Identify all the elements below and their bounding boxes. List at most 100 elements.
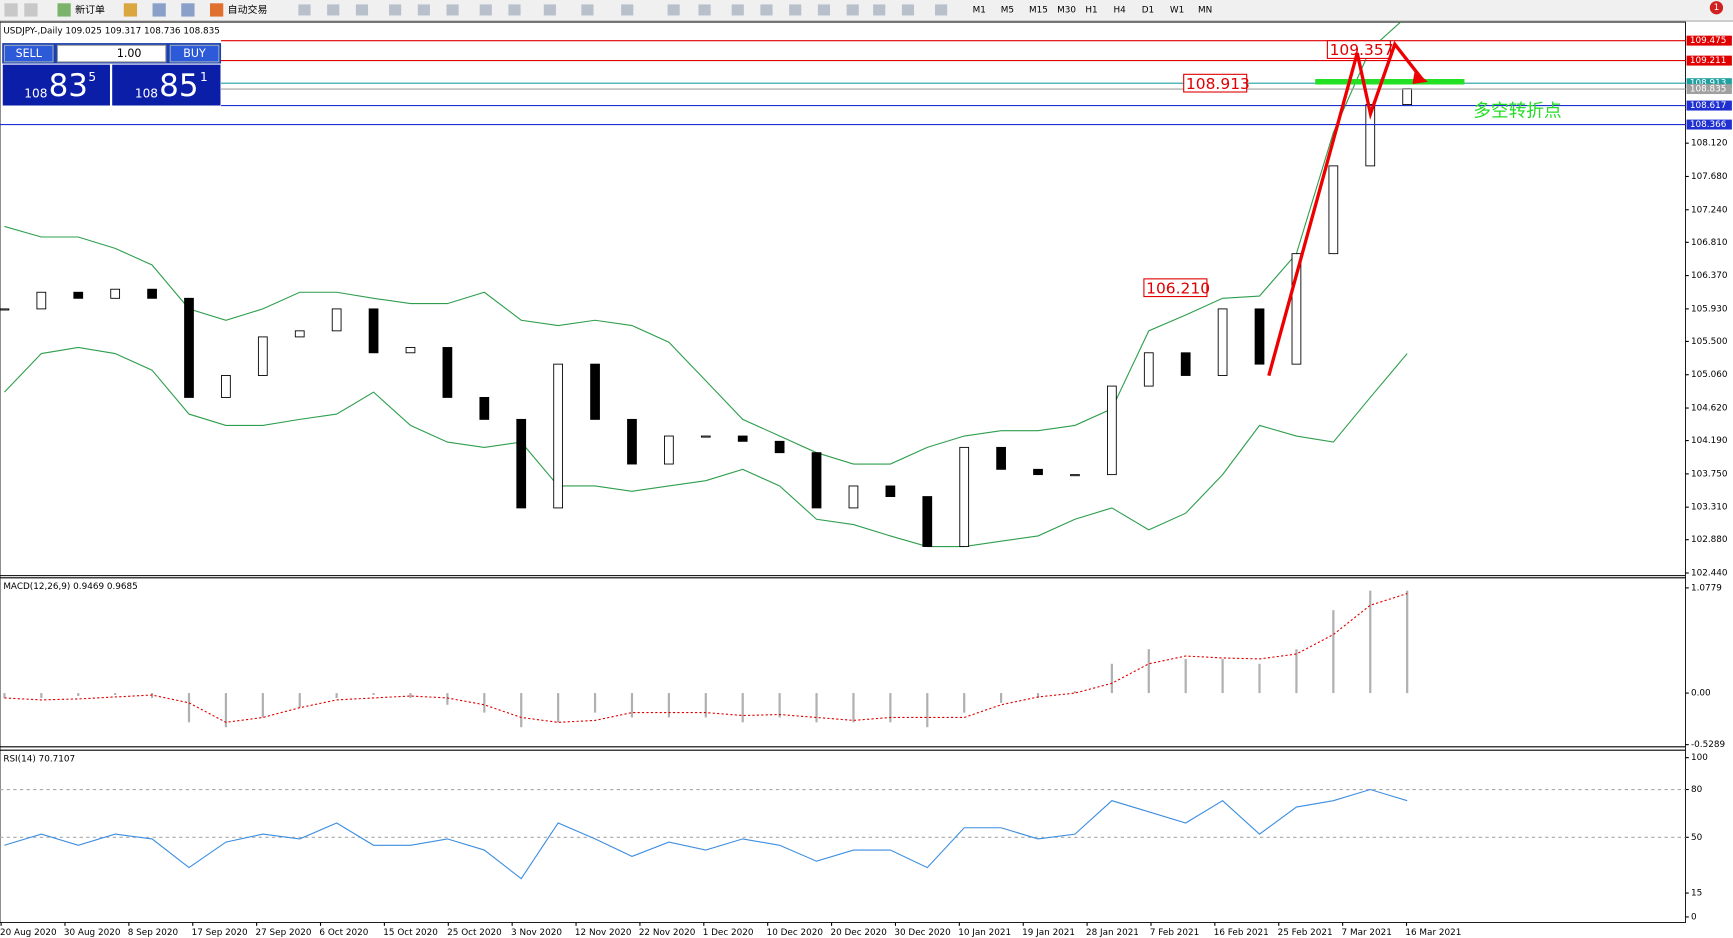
candle (959, 446, 970, 547)
toolbar-icon[interactable] (581, 4, 594, 16)
macd-bar (630, 693, 634, 718)
toolbar-icon[interactable] (24, 3, 38, 17)
sell-label: SELL (16, 47, 43, 60)
macd-bar (1295, 649, 1298, 694)
toolbar-icon[interactable] (479, 4, 492, 16)
toolbar-icons: M1 M5 M15 M30 H1 H4 D1 W1 MN (298, 4, 1212, 16)
candle (1217, 308, 1228, 376)
macd-title: MACD(12,26,9) 0.9469 0.9685 (3, 582, 137, 592)
buy-button[interactable] (169, 44, 220, 63)
timeframe-button[interactable]: D1 (1142, 5, 1154, 15)
candle (553, 363, 564, 509)
toolbar-icon[interactable] (446, 4, 459, 16)
candle (627, 418, 637, 465)
toolbar-icon[interactable] (123, 3, 138, 17)
candle (1365, 104, 1376, 167)
toolbar-icon[interactable] (327, 4, 340, 16)
main-chart (0, 22, 1413, 548)
sell-price-pips: 83 (49, 68, 88, 104)
toolbar-icon[interactable] (731, 4, 744, 16)
sell-button[interactable] (3, 44, 54, 63)
toolbar-icon[interactable] (846, 4, 859, 16)
trend-arrow (1267, 40, 1424, 377)
toolbar-icon[interactable] (298, 4, 311, 16)
new-order-icon[interactable] (57, 3, 71, 17)
price-level-label: 108.913 (1690, 79, 1727, 89)
price-level-label: 109.475 (1690, 36, 1727, 46)
y-tick-label: 102.440 (1691, 568, 1728, 578)
candle (996, 446, 1006, 470)
candle (1254, 308, 1265, 365)
annotation-label: 106.210 (1146, 279, 1210, 297)
y-tick-label: 107.240 (1691, 205, 1728, 215)
candle (1143, 352, 1154, 387)
toolbar-icon[interactable] (698, 4, 711, 16)
toolbar-icon[interactable] (355, 4, 369, 16)
toolbar-icon[interactable] (543, 4, 556, 16)
x-tick-label: 10 Dec 2020 (767, 928, 824, 938)
buy-price-frac: 1 (200, 70, 208, 84)
candle (147, 288, 157, 299)
annotation-box (1183, 73, 1248, 93)
toolbar-icon[interactable] (152, 3, 166, 17)
toolbar-icon[interactable] (181, 3, 195, 17)
macd-bar (778, 693, 781, 718)
timeframe-button[interactable]: M5 (1001, 5, 1014, 15)
x-tick-label: 7 Mar 2021 (1342, 928, 1392, 938)
timeframe-button[interactable]: H1 (1085, 5, 1097, 15)
candle (0, 308, 10, 311)
sell-price-box[interactable] (1, 63, 112, 107)
lot-input[interactable] (56, 44, 167, 63)
rsi-line (4, 788, 1408, 880)
candle (1328, 165, 1339, 255)
toolbar-icon[interactable] (901, 4, 915, 16)
timeframe-button[interactable]: MN (1198, 5, 1212, 15)
macd-bar (1221, 658, 1224, 694)
notification-badge[interactable] (1709, 1, 1724, 15)
annotation-label: 109.357 (1330, 41, 1394, 59)
toolbar-icon[interactable] (789, 4, 802, 16)
y-tick-label: 105.060 (1691, 370, 1728, 380)
toolbar-icon[interactable] (508, 4, 521, 16)
auto-trading-icon[interactable] (209, 3, 224, 17)
macd-signal (4, 593, 1408, 723)
macd-bar (520, 693, 523, 728)
timeframe-button[interactable]: M15 (1029, 5, 1048, 15)
toolbar-icon[interactable] (873, 4, 886, 16)
buy-price-box[interactable] (111, 63, 222, 107)
candle (774, 440, 785, 454)
auto-trading-button[interactable]: 自动交易 (228, 3, 268, 16)
timeframe-button[interactable]: M30 (1057, 5, 1076, 15)
timeframe-button[interactable]: W1 (1170, 5, 1184, 15)
candle (1402, 88, 1413, 106)
timeframe-button[interactable]: H4 (1114, 5, 1127, 15)
x-tick-label: 25 Feb 2021 (1278, 928, 1333, 938)
timeframe-button[interactable]: M1 (973, 5, 986, 15)
y-tick-label: 106.370 (1691, 271, 1728, 281)
new-order-button[interactable]: 新订单 (75, 3, 105, 16)
toolbar-icon[interactable] (667, 4, 680, 16)
price-level-label: 109.211 (1690, 56, 1727, 66)
toolbar-icon[interactable] (417, 4, 430, 16)
x-tick-label: 20 Dec 2020 (830, 928, 887, 938)
candle (479, 396, 490, 420)
toolbar-icon[interactable] (760, 4, 773, 16)
macd-bar (77, 693, 80, 697)
candle (368, 308, 379, 354)
x-tick-label: 1 Dec 2020 (703, 928, 754, 938)
candle (184, 297, 194, 398)
toolbar-icon[interactable] (389, 4, 402, 16)
toolbar-icon[interactable] (935, 4, 948, 16)
toolbar-icon[interactable] (4, 3, 18, 17)
x-tick-label: 27 Sep 2020 (256, 928, 312, 938)
y-tick-label: 1.0779 (1691, 583, 1722, 593)
candle (257, 336, 268, 376)
candle (811, 452, 822, 509)
toolbar-icon[interactable] (621, 4, 634, 16)
y-tick-label: 102.880 (1691, 535, 1728, 545)
plot-area (0, 21, 1686, 923)
y-tick-label: 80 (1691, 785, 1703, 795)
toolbar-icon[interactable] (817, 4, 831, 16)
